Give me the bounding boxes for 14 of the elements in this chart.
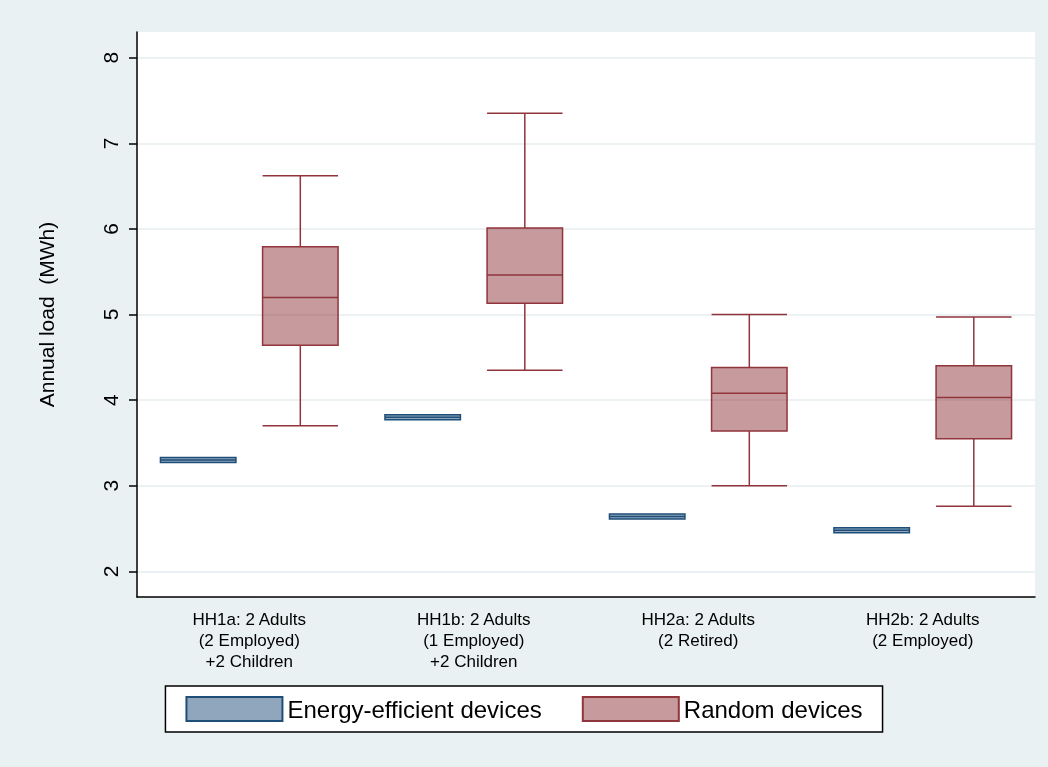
x-tick-label: HH1b: 2 Adults (1 Employed) +2 Children <box>417 610 531 671</box>
x-tick-label: HH2b: 2 Adults (2 Employed) <box>866 610 980 650</box>
x-tick-label: HH2a: 2 Adults (2 Retired) <box>641 610 755 650</box>
y-tick-label: 8 <box>99 51 122 64</box>
y-axis-title: Annual load (MWh) <box>35 221 58 408</box>
y-tick-label: 3 <box>99 479 122 492</box>
y-tick-label: 5 <box>99 308 122 321</box>
x-tick-label: HH1a: 2 Adults (2 Employed) +2 Children <box>192 610 306 671</box>
y-tick-label: 7 <box>99 137 122 150</box>
y-tick-label: 4 <box>99 393 122 406</box>
legend-label: Energy-efficient devices <box>287 695 542 723</box>
y-tick-label: 2 <box>99 565 122 578</box>
legend-label: Random devices <box>683 695 863 723</box>
y-tick-label: 6 <box>99 223 122 235</box>
